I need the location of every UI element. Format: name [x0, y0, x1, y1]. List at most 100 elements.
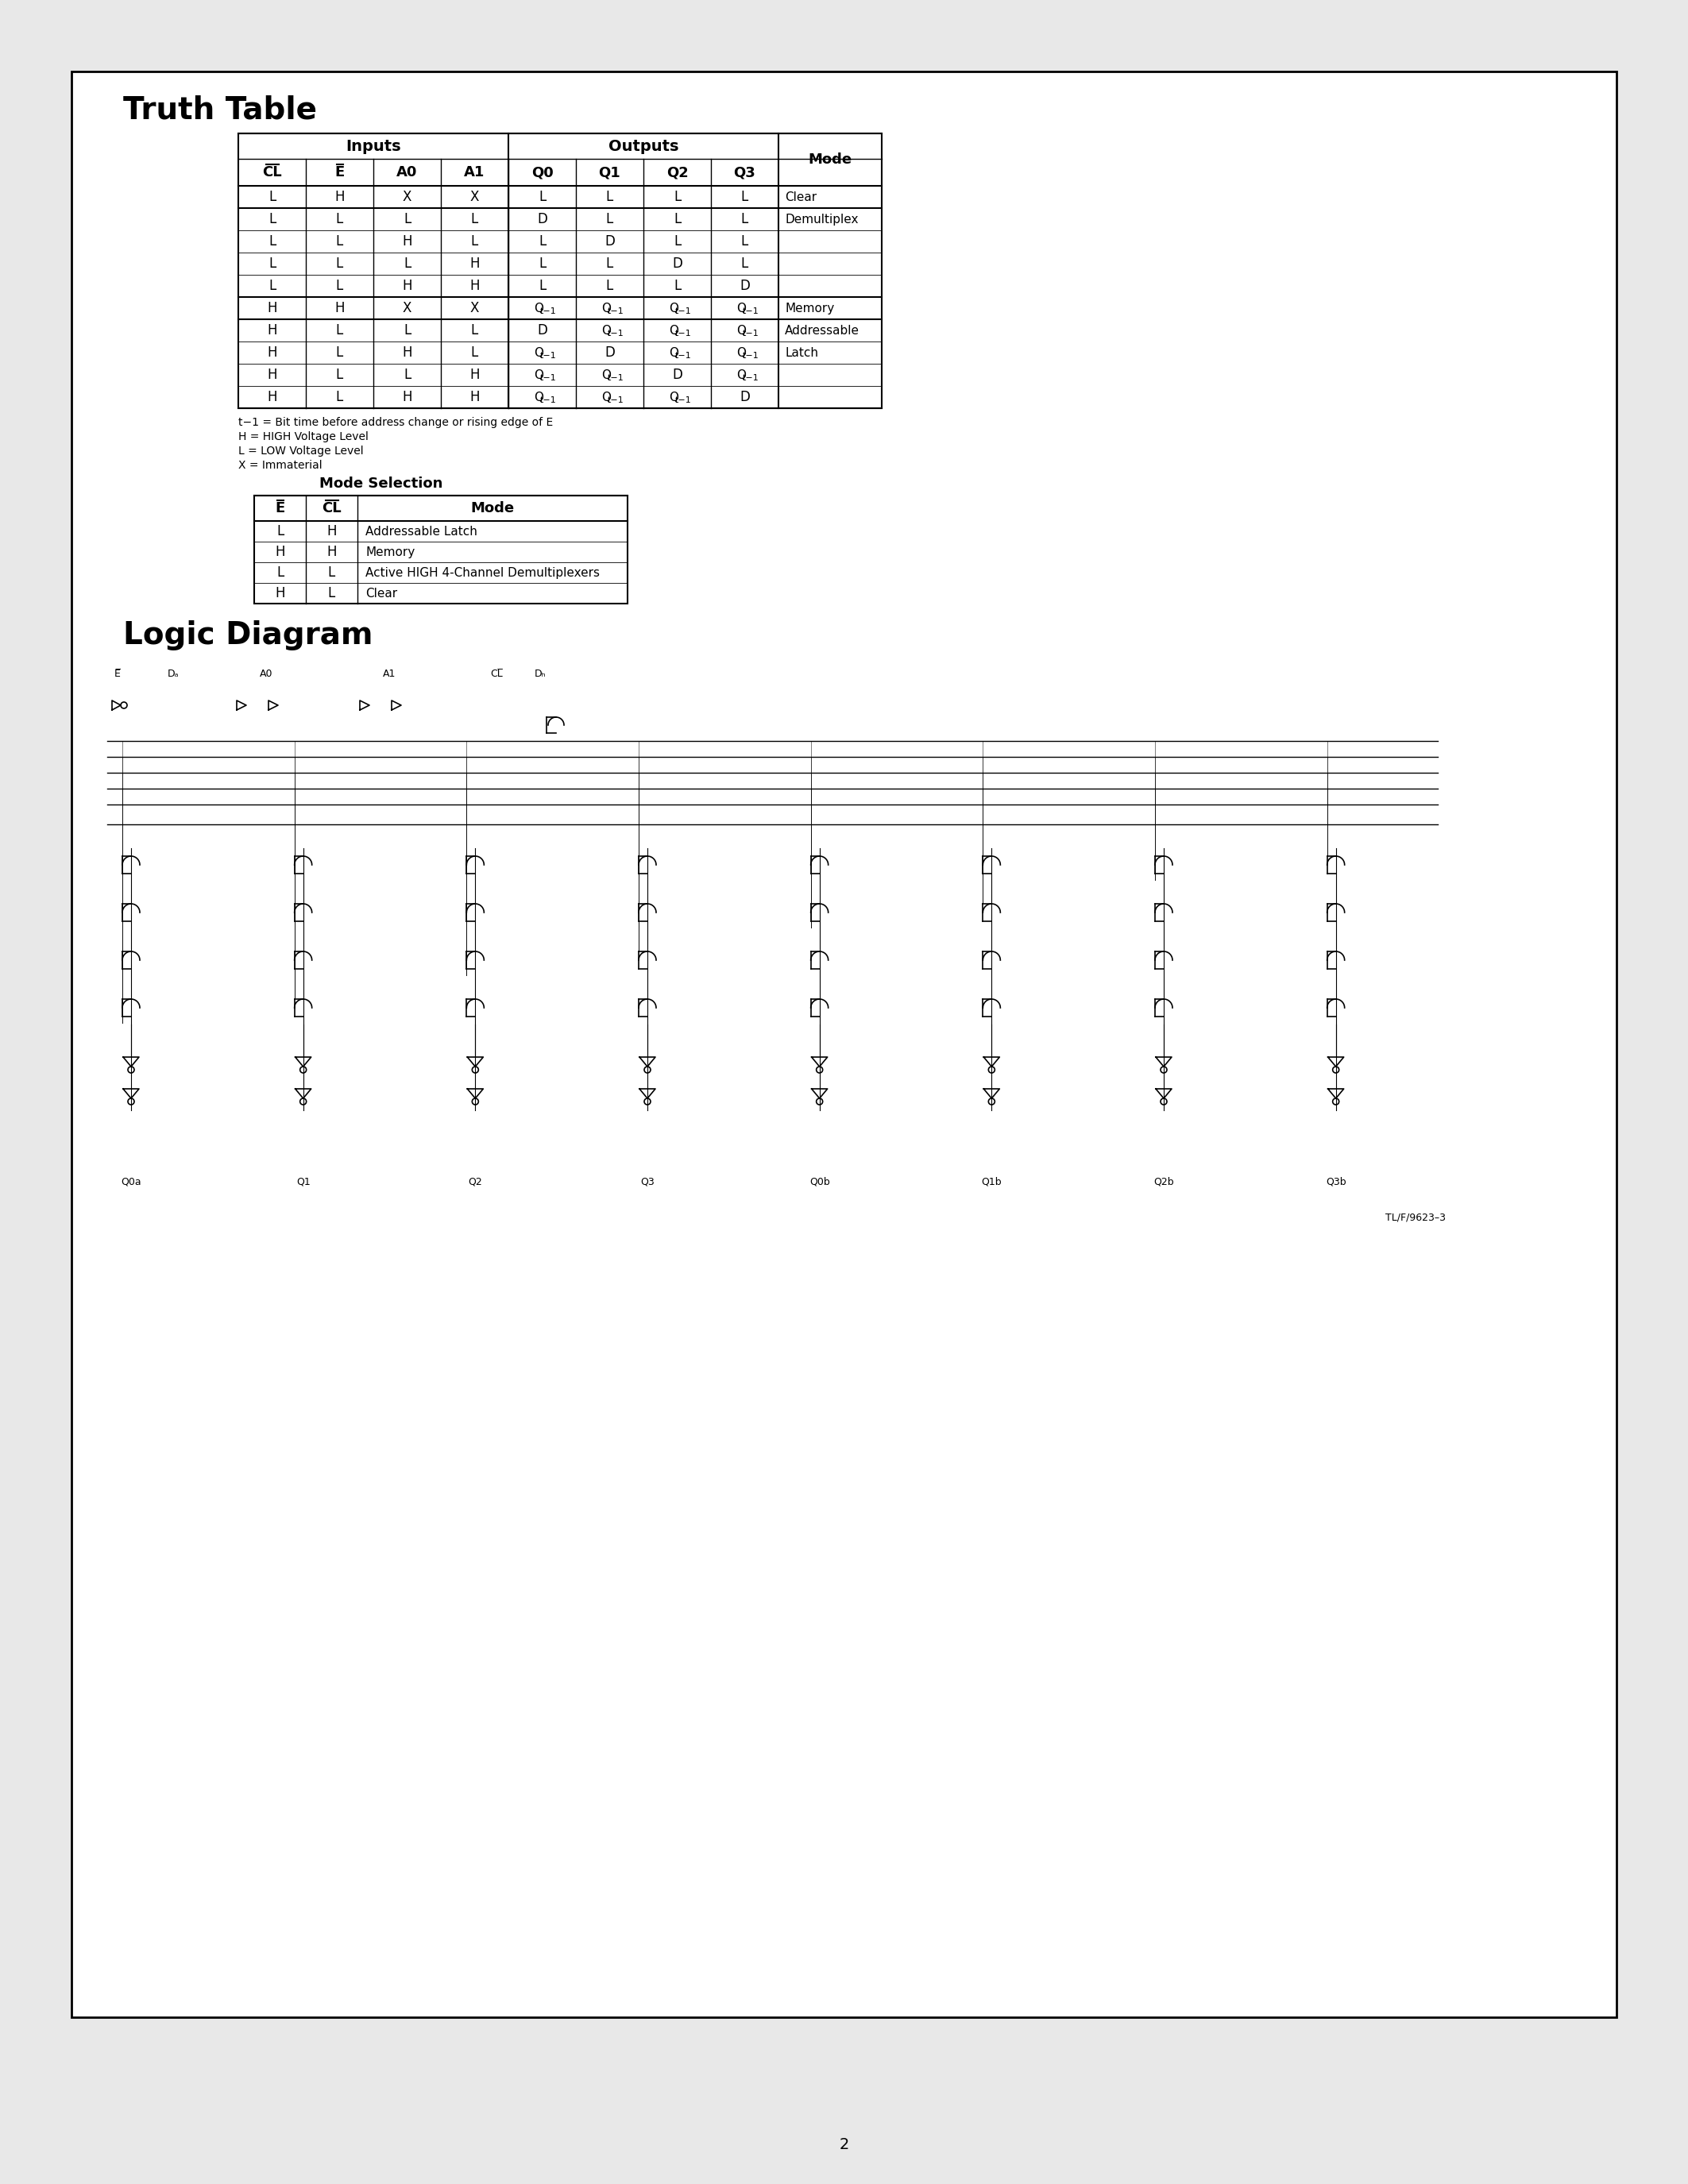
Text: Q: Q: [668, 301, 679, 314]
Text: Q3b: Q3b: [1325, 1177, 1345, 1186]
Text: t−1: t−1: [608, 308, 625, 314]
Text: Clear: Clear: [785, 190, 817, 203]
Text: L: L: [277, 524, 284, 539]
Text: Logic Diagram: Logic Diagram: [123, 620, 373, 651]
Text: Q: Q: [736, 301, 746, 314]
Text: L: L: [741, 190, 748, 203]
Text: Mode Selection: Mode Selection: [319, 476, 442, 491]
Text: L: L: [336, 391, 343, 404]
Text: L: L: [741, 212, 748, 227]
Text: A1: A1: [383, 668, 395, 679]
Text: L: L: [403, 367, 410, 382]
Text: L: L: [538, 190, 545, 203]
Text: Q: Q: [601, 369, 611, 380]
Text: H: H: [267, 367, 277, 382]
Text: t−1: t−1: [743, 330, 760, 339]
Text: H: H: [275, 585, 285, 601]
Text: t−1 = Bit time before address change or rising edge of E: t−1 = Bit time before address change or …: [238, 417, 554, 428]
Text: X: X: [403, 301, 412, 314]
Text: L: L: [674, 234, 680, 249]
Text: H: H: [267, 301, 277, 314]
Text: t−1: t−1: [675, 308, 692, 314]
Text: Q: Q: [668, 325, 679, 336]
Text: L: L: [606, 212, 613, 227]
Text: A0: A0: [397, 166, 417, 179]
Text: L: L: [336, 212, 343, 227]
Text: H: H: [327, 544, 336, 559]
Text: Active HIGH 4-Channel Demultiplexers: Active HIGH 4-Channel Demultiplexers: [365, 566, 599, 579]
Text: Q1: Q1: [599, 166, 621, 179]
Text: H: H: [267, 391, 277, 404]
Text: Addressable Latch: Addressable Latch: [365, 526, 478, 537]
Text: Q2: Q2: [468, 1177, 483, 1186]
Text: t−1: t−1: [743, 308, 760, 314]
Text: Memory: Memory: [365, 546, 415, 557]
Text: L: L: [403, 256, 410, 271]
Text: Q: Q: [533, 347, 544, 358]
Text: t−1: t−1: [743, 373, 760, 382]
Text: Q: Q: [601, 391, 611, 404]
Text: E: E: [334, 166, 344, 179]
Text: Q: Q: [601, 301, 611, 314]
Text: H: H: [469, 280, 479, 293]
Text: TL/F/9623–3: TL/F/9623–3: [1386, 1212, 1445, 1223]
Text: H: H: [327, 524, 336, 539]
Text: L: L: [741, 234, 748, 249]
Text: L: L: [327, 585, 336, 601]
Text: H: H: [267, 323, 277, 339]
Text: t−1: t−1: [608, 330, 625, 339]
Text: L: L: [277, 566, 284, 579]
Text: Addressable: Addressable: [785, 325, 859, 336]
Text: A1: A1: [464, 166, 484, 179]
Text: Clear: Clear: [365, 587, 397, 598]
Text: A0: A0: [260, 668, 273, 679]
Text: L: L: [327, 566, 336, 579]
Text: Mode: Mode: [809, 153, 852, 166]
Text: L = LOW Voltage Level: L = LOW Voltage Level: [238, 446, 363, 456]
Text: L: L: [471, 212, 478, 227]
Text: D: D: [537, 212, 547, 227]
Text: Dₕ: Dₕ: [535, 668, 545, 679]
Text: 2: 2: [839, 2136, 849, 2151]
Text: L: L: [606, 190, 613, 203]
Text: L: L: [336, 234, 343, 249]
Text: L: L: [471, 234, 478, 249]
Text: Q: Q: [736, 369, 746, 380]
Text: t−1: t−1: [675, 352, 692, 360]
Text: H: H: [402, 345, 412, 360]
Text: Mode: Mode: [471, 500, 515, 515]
Bar: [238, 133, 881, 408]
Text: H: H: [402, 234, 412, 249]
Text: Q2b: Q2b: [1153, 1177, 1173, 1186]
Text: t−1: t−1: [743, 352, 760, 360]
Text: Q: Q: [736, 347, 746, 358]
Bar: [71, 72, 1617, 2018]
Text: D: D: [672, 256, 682, 271]
Text: Q: Q: [533, 391, 544, 404]
Text: L: L: [336, 367, 343, 382]
Text: L: L: [674, 190, 680, 203]
Text: Q: Q: [668, 391, 679, 404]
Text: D: D: [672, 367, 682, 382]
Text: L: L: [336, 345, 343, 360]
Text: E̅: E̅: [115, 668, 122, 679]
Text: E: E: [275, 500, 285, 515]
Text: Inputs: Inputs: [346, 138, 402, 153]
Text: Q0b: Q0b: [809, 1177, 830, 1186]
Text: Dₐ: Dₐ: [167, 668, 179, 679]
Text: D: D: [604, 234, 614, 249]
Text: H: H: [267, 345, 277, 360]
Text: L: L: [471, 345, 478, 360]
Text: X = Immaterial: X = Immaterial: [238, 461, 322, 472]
Bar: [255, 496, 628, 603]
Text: Memory: Memory: [785, 301, 834, 314]
Text: H = HIGH Voltage Level: H = HIGH Voltage Level: [238, 430, 368, 443]
Text: t−1: t−1: [540, 308, 557, 314]
Text: L: L: [268, 234, 275, 249]
Text: D: D: [604, 345, 614, 360]
Text: L: L: [606, 256, 613, 271]
Text: Q: Q: [668, 347, 679, 358]
Text: t−1: t−1: [540, 395, 557, 404]
Text: H: H: [402, 280, 412, 293]
Text: L: L: [538, 256, 545, 271]
